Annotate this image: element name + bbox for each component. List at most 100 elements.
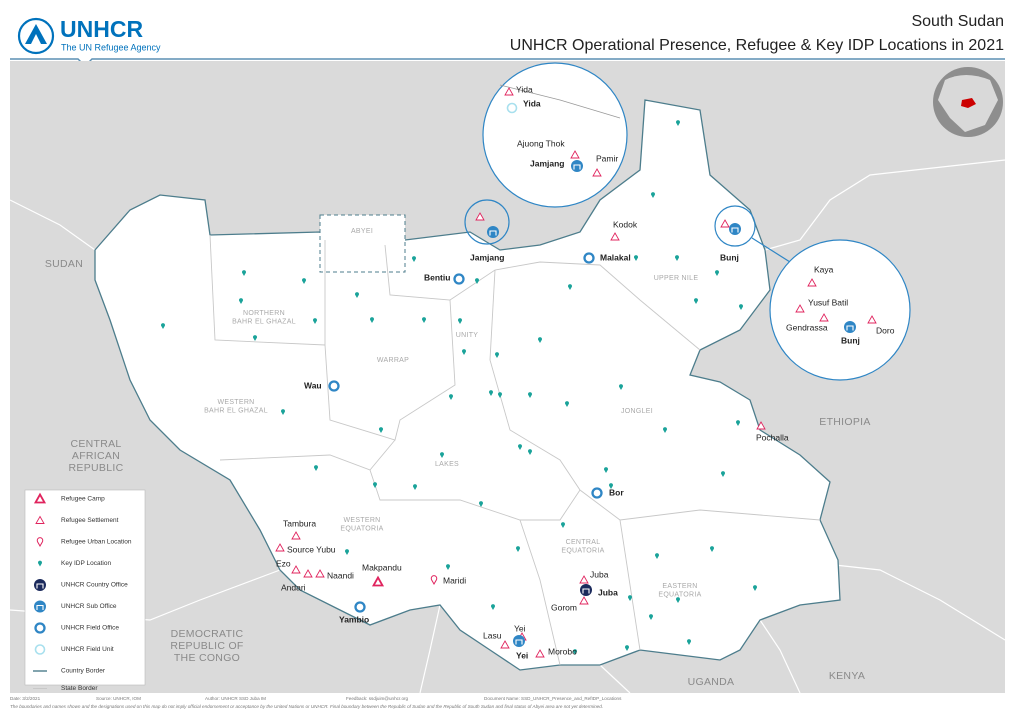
legend-label: Refugee Urban Location xyxy=(61,539,132,546)
refugee-camp-symbol xyxy=(33,492,47,504)
idp-symbol xyxy=(651,192,655,198)
state-border xyxy=(219,454,581,521)
legend-label: Country Border xyxy=(61,668,106,675)
state-border xyxy=(324,244,456,441)
inset-connector xyxy=(751,237,791,263)
place-label: Yambio xyxy=(339,614,369,624)
office-figure xyxy=(489,230,497,236)
state-border xyxy=(489,269,821,521)
refugee-urban-symbol xyxy=(430,575,438,585)
idp-symbol xyxy=(619,384,623,390)
idp-symbol xyxy=(676,120,681,126)
logo-laurel xyxy=(17,17,55,55)
state-label: LAKES xyxy=(435,461,459,468)
idp-symbol xyxy=(253,335,257,341)
legend-label: State Border xyxy=(61,685,98,692)
logo-tagline: The UN Refugee Agency xyxy=(61,42,161,52)
idp-symbol xyxy=(379,427,383,433)
footer: Date: 3/2/2021 Source: UNHCR, IOM Author: … xyxy=(10,696,622,709)
state-border xyxy=(519,519,561,666)
state-label: BAHR EL GHAZAL xyxy=(232,318,296,325)
idp-symbol xyxy=(281,409,285,415)
place-label: Morobo xyxy=(548,646,577,656)
idp-symbol xyxy=(565,401,569,407)
abyei-area xyxy=(319,214,406,273)
idp-symbol xyxy=(687,639,691,645)
legend-label: UNHCR Field Unit xyxy=(61,646,114,653)
legend-label: UNHCR Sub Office xyxy=(61,603,117,610)
footer-meta: Document Name: SSD_UNHCR_Presence_and_Re… xyxy=(484,696,622,701)
place-label: Juba xyxy=(598,587,618,597)
state-label: EQUATORIA xyxy=(658,591,701,598)
refugee-settlement-symbol xyxy=(535,649,545,658)
footer-meta: Author: UNHCR SSD Juba IM xyxy=(205,696,266,701)
office-figure xyxy=(36,583,44,589)
idp-symbol xyxy=(462,349,466,355)
refugee-settlement-symbol xyxy=(504,87,514,96)
refugee-settlement-symbol xyxy=(315,569,325,578)
place-label: Tambura xyxy=(283,518,316,528)
idp-symbol xyxy=(313,318,317,324)
footer-meta: Date: 3/2/2021 xyxy=(10,696,41,701)
place-label: Kodok xyxy=(613,219,638,229)
refugee-settlement-symbol xyxy=(275,543,285,552)
idp-symbol xyxy=(709,546,714,552)
sub-office-symbol xyxy=(34,600,46,613)
office-figure xyxy=(582,588,590,594)
idp-symbol xyxy=(412,256,416,262)
title: South Sudan xyxy=(911,13,1004,30)
state-label: NORTHERN xyxy=(243,310,285,317)
refugee-settlement-symbol xyxy=(795,304,805,313)
logo-name: UNHCR xyxy=(60,16,143,42)
state-label: WESTERN xyxy=(343,517,380,524)
idp-symbol xyxy=(413,484,417,490)
state-label: BAHR EL GHAZAL xyxy=(204,407,268,414)
footer-meta: Source: UNHCR, IOM xyxy=(96,696,141,701)
state-border xyxy=(209,234,326,346)
idp-symbol xyxy=(694,298,698,304)
place-label: Bor xyxy=(609,487,624,497)
legend-label: Key IDP Location xyxy=(61,560,111,567)
refugee-settlement-symbol xyxy=(720,219,730,228)
idp-symbol xyxy=(634,255,638,261)
refugee-settlement-symbol xyxy=(867,315,877,324)
country-border xyxy=(419,604,441,694)
state-border xyxy=(619,519,641,651)
idp-symbol xyxy=(624,645,630,651)
country-label: DEMOCRATIC xyxy=(171,628,244,640)
idp-symbol xyxy=(628,595,633,601)
idp-symbol xyxy=(239,298,243,304)
idp-symbol xyxy=(498,392,502,398)
place-label: Yei xyxy=(514,623,526,633)
idp-symbol xyxy=(573,649,577,655)
map-labels: SUDANCENTRALAFRICANREPUBLICETHIOPIADEMOC… xyxy=(45,212,870,688)
inset-marker xyxy=(464,199,510,245)
place-label: Bentiu xyxy=(424,272,450,282)
field-office-symbol xyxy=(354,601,366,613)
inset-label: Bunj xyxy=(841,335,860,345)
sub-office-symbol xyxy=(844,321,856,333)
idp-symbol xyxy=(491,604,495,610)
refugee-settlement-symbol xyxy=(610,232,620,241)
sub-office-symbol xyxy=(487,226,499,238)
field-office-symbol xyxy=(453,273,465,285)
idp-symbol xyxy=(655,553,659,559)
field-office-symbol xyxy=(34,622,46,634)
refugee-settlement-symbol xyxy=(475,212,485,221)
state-label: UNITY xyxy=(456,332,479,339)
state-label: EASTERN xyxy=(662,583,697,590)
insets xyxy=(464,62,911,381)
idp-symbol xyxy=(752,585,758,591)
field-office-symbol xyxy=(591,487,603,499)
inset-label: Yida xyxy=(523,98,541,108)
idp-symbol xyxy=(561,522,566,528)
field-unit-symbol xyxy=(34,644,46,655)
sub-office-symbol xyxy=(571,160,583,172)
logo: UNHCR The UN Refugee Agency xyxy=(17,16,161,55)
state-label: WARRAP xyxy=(377,357,409,364)
place-label: Juba xyxy=(590,569,609,579)
idp-symbol xyxy=(676,597,680,603)
